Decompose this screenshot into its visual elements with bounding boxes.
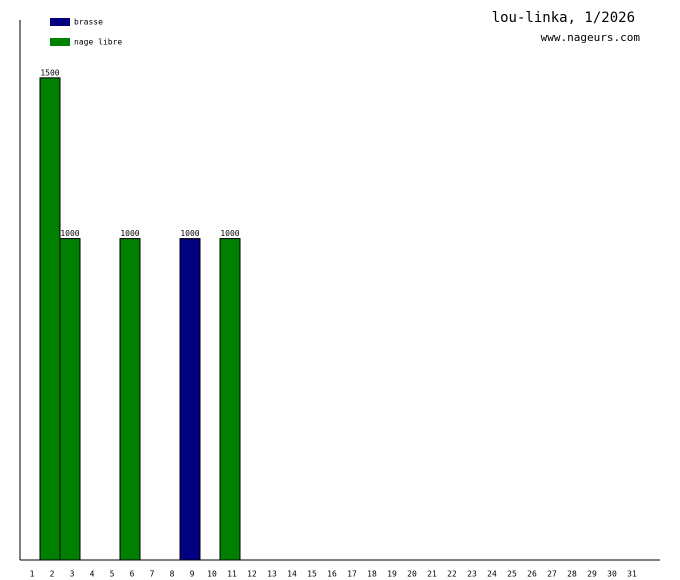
bar	[59, 238, 81, 561]
x-tick-label: 11	[227, 570, 237, 579]
x-tick-label: 30	[607, 570, 617, 579]
x-tick-label: 3	[70, 570, 75, 579]
bar	[179, 238, 201, 561]
x-tick-label: 25	[507, 570, 517, 579]
x-tick-label: 29	[587, 570, 597, 579]
x-tick-label: 23	[467, 570, 477, 579]
legend-swatch	[50, 18, 70, 26]
x-tick-label: 19	[387, 570, 397, 579]
legend-label: nage libre	[74, 38, 122, 47]
legend-swatch	[50, 38, 70, 46]
x-tick-label: 20	[407, 570, 417, 579]
x-tick-label: 31	[627, 570, 637, 579]
x-tick-label: 26	[527, 570, 537, 579]
data-label: 1000	[220, 229, 239, 238]
chart-title: lou-linka, 1/2026	[492, 10, 635, 26]
data-label: 1000	[60, 229, 79, 238]
x-tick-label: 2	[50, 570, 55, 579]
chart-subtitle: www.nageurs.com	[541, 31, 641, 44]
x-tick-label: 18	[367, 570, 377, 579]
x-tick-label: 8	[170, 570, 175, 579]
data-label: 1000	[180, 229, 199, 238]
x-tick-label: 16	[327, 570, 337, 579]
data-label: 1500	[40, 68, 59, 77]
x-tick-label: 28	[567, 570, 577, 579]
bar	[119, 238, 141, 561]
x-tick-label: 9	[190, 570, 195, 579]
x-tick-label: 27	[547, 570, 557, 579]
x-tick-label: 1	[30, 570, 35, 579]
x-tick-label: 21	[427, 570, 437, 579]
x-tick-label: 13	[267, 570, 277, 579]
x-tick-label: 12	[247, 570, 257, 579]
x-tick-label: 22	[447, 570, 457, 579]
x-tick-label: 5	[110, 570, 115, 579]
x-tick-label: 10	[207, 570, 217, 579]
x-tick-label: 6	[130, 570, 135, 579]
x-tick-label: 17	[347, 570, 357, 579]
x-tick-label: 14	[287, 570, 297, 579]
bar	[39, 77, 61, 561]
x-tick-label: 7	[150, 570, 155, 579]
data-label: 1000	[120, 229, 139, 238]
x-tick-label: 24	[487, 570, 497, 579]
x-tick-label: 15	[307, 570, 317, 579]
x-tick-label: 4	[90, 570, 95, 579]
bar	[219, 238, 241, 561]
legend-label: brasse	[74, 18, 103, 27]
